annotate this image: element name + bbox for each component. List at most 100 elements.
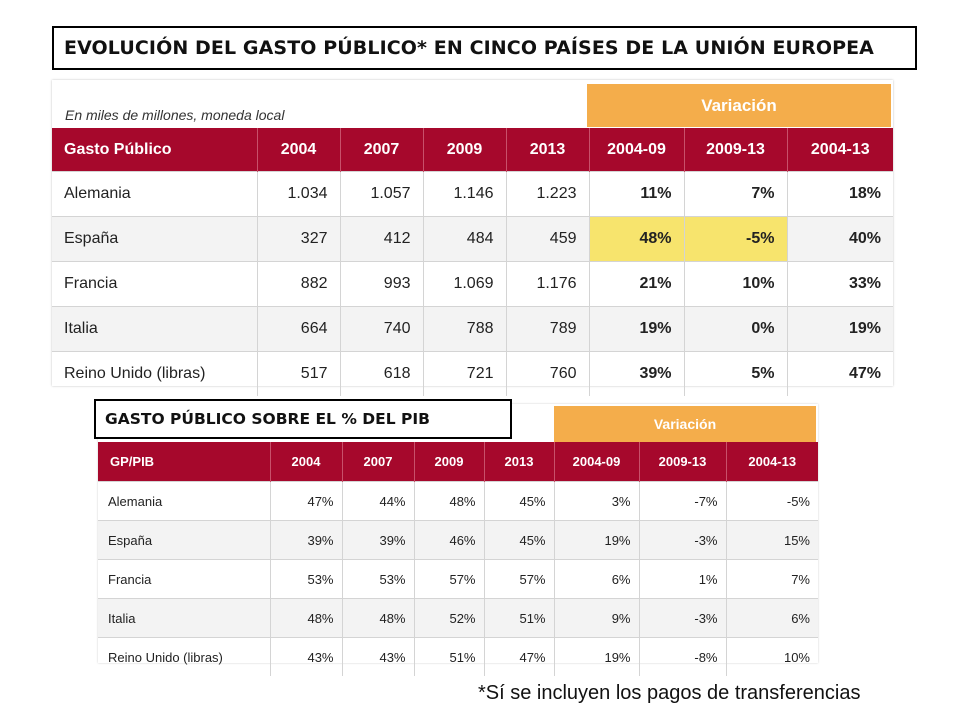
variation-cell: 10% xyxy=(726,637,818,676)
variation-cell: 33% xyxy=(787,261,893,307)
header-cell: Gasto Público xyxy=(52,128,258,172)
value-cell: 57% xyxy=(414,559,485,599)
value-cell: 664 xyxy=(257,306,341,352)
variation-cell: 7% xyxy=(684,171,788,217)
value-cell: 1.069 xyxy=(423,261,507,307)
gp-pib-table-panel: Variación GP/PIB 2004 2007 2009 2013 200… xyxy=(98,404,818,676)
value-cell: 48% xyxy=(270,598,343,638)
variation-cell: -5% xyxy=(726,481,818,521)
variation-cell: 6% xyxy=(554,559,640,599)
value-cell: 412 xyxy=(340,216,424,262)
country-cell: Italia xyxy=(52,306,258,352)
variation-cell: 19% xyxy=(554,637,640,676)
value-cell: 47% xyxy=(484,637,555,676)
table-header-row: Gasto Público 2004 2007 2009 2013 2004-0… xyxy=(52,128,893,172)
value-cell: 1.057 xyxy=(340,171,424,217)
value-cell: 517 xyxy=(257,351,341,396)
gp-pib-table: GP/PIB 2004 2007 2009 2013 2004-09 2009-… xyxy=(98,442,818,676)
country-cell: Alemania xyxy=(52,171,258,217)
value-cell: 459 xyxy=(506,216,590,262)
country-cell: Francia xyxy=(52,261,258,307)
value-cell: 882 xyxy=(257,261,341,307)
variation-cell: 9% xyxy=(554,598,640,638)
variation-cell: 1% xyxy=(639,559,727,599)
variation-cell: 7% xyxy=(726,559,818,599)
value-cell: 47% xyxy=(270,481,343,521)
table-row: Alemania 1.034 1.057 1.146 1.223 11% 7% … xyxy=(52,171,893,217)
variation-cell: 19% xyxy=(589,306,685,352)
variation-header: Variación xyxy=(554,406,816,442)
value-cell: 53% xyxy=(342,559,415,599)
table-row: Francia 53% 53% 57% 57% 6% 1% 7% xyxy=(98,559,818,599)
value-cell: 39% xyxy=(342,520,415,560)
value-cell: 789 xyxy=(506,306,590,352)
table-row: España 39% 39% 46% 45% 19% -3% 15% xyxy=(98,520,818,560)
value-cell: 993 xyxy=(340,261,424,307)
gasto-publico-table-panel: En miles de millones, moneda local Varia… xyxy=(52,80,893,396)
header-cell: GP/PIB xyxy=(98,442,271,482)
value-cell: 618 xyxy=(340,351,424,396)
table-row: Reino Unido (libras) 43% 43% 51% 47% 19%… xyxy=(98,637,818,676)
value-cell: 788 xyxy=(423,306,507,352)
variation-cell: 3% xyxy=(554,481,640,521)
table-row: Alemania 47% 44% 48% 45% 3% -7% -5% xyxy=(98,481,818,521)
gasto-publico-table: Gasto Público 2004 2007 2009 2013 2004-0… xyxy=(52,128,893,396)
header-cell: 2009 xyxy=(414,442,485,482)
country-cell: Italia xyxy=(98,598,271,638)
variation-cell: -7% xyxy=(639,481,727,521)
value-cell: 51% xyxy=(484,598,555,638)
value-cell: 740 xyxy=(340,306,424,352)
header-cell: 2009-13 xyxy=(684,128,788,172)
header-cell: 2004-09 xyxy=(589,128,685,172)
table-row: Italia 664 740 788 789 19% 0% 19% xyxy=(52,306,893,352)
header-cell: 2009-13 xyxy=(639,442,727,482)
country-cell: Reino Unido (libras) xyxy=(98,637,271,676)
country-cell: España xyxy=(52,216,258,262)
main-title: EVOLUCIÓN DEL GASTO PÚBLICO* EN CINCO PA… xyxy=(52,26,917,70)
header-cell: 2004-09 xyxy=(554,442,640,482)
value-cell: 43% xyxy=(342,637,415,676)
header-cell: 2009 xyxy=(423,128,507,172)
table-row: Reino Unido (libras) 517 618 721 760 39%… xyxy=(52,351,893,396)
country-cell: Alemania xyxy=(98,481,271,521)
value-cell: 1.176 xyxy=(506,261,590,307)
variation-header: Variación xyxy=(587,84,891,127)
value-cell: 46% xyxy=(414,520,485,560)
header-cell: 2013 xyxy=(484,442,555,482)
footnote: *Sí se incluyen los pagos de transferenc… xyxy=(478,682,861,704)
header-cell: 2007 xyxy=(340,128,424,172)
value-cell: 57% xyxy=(484,559,555,599)
highlighted-variation-cell: 48% xyxy=(589,216,685,262)
header-cell: 2004-13 xyxy=(787,128,893,172)
value-cell: 760 xyxy=(506,351,590,396)
variation-cell: 21% xyxy=(589,261,685,307)
variation-cell: -3% xyxy=(639,520,727,560)
highlighted-variation-cell: -5% xyxy=(684,216,788,262)
value-cell: 52% xyxy=(414,598,485,638)
header-cell: 2007 xyxy=(342,442,415,482)
variation-cell: 10% xyxy=(684,261,788,307)
table-row: Francia 882 993 1.069 1.176 21% 10% 33% xyxy=(52,261,893,307)
value-cell: 44% xyxy=(342,481,415,521)
value-cell: 53% xyxy=(270,559,343,599)
value-cell: 51% xyxy=(414,637,485,676)
table-header-row: GP/PIB 2004 2007 2009 2013 2004-09 2009-… xyxy=(98,442,818,482)
header-cell: 2013 xyxy=(506,128,590,172)
value-cell: 43% xyxy=(270,637,343,676)
header-cell: 2004 xyxy=(270,442,343,482)
value-cell: 1.146 xyxy=(423,171,507,217)
variation-cell: -3% xyxy=(639,598,727,638)
variation-cell: 15% xyxy=(726,520,818,560)
header-cell: 2004-13 xyxy=(726,442,818,482)
variation-cell: 19% xyxy=(787,306,893,352)
variation-cell: 40% xyxy=(787,216,893,262)
variation-cell: 47% xyxy=(787,351,893,396)
variation-cell: 5% xyxy=(684,351,788,396)
value-cell: 48% xyxy=(414,481,485,521)
variation-cell: 18% xyxy=(787,171,893,217)
value-cell: 39% xyxy=(270,520,343,560)
secondary-title: GASTO PÚBLICO SOBRE EL % DEL PIB xyxy=(94,399,512,439)
value-cell: 45% xyxy=(484,520,555,560)
value-cell: 45% xyxy=(484,481,555,521)
header-cell: 2004 xyxy=(257,128,341,172)
